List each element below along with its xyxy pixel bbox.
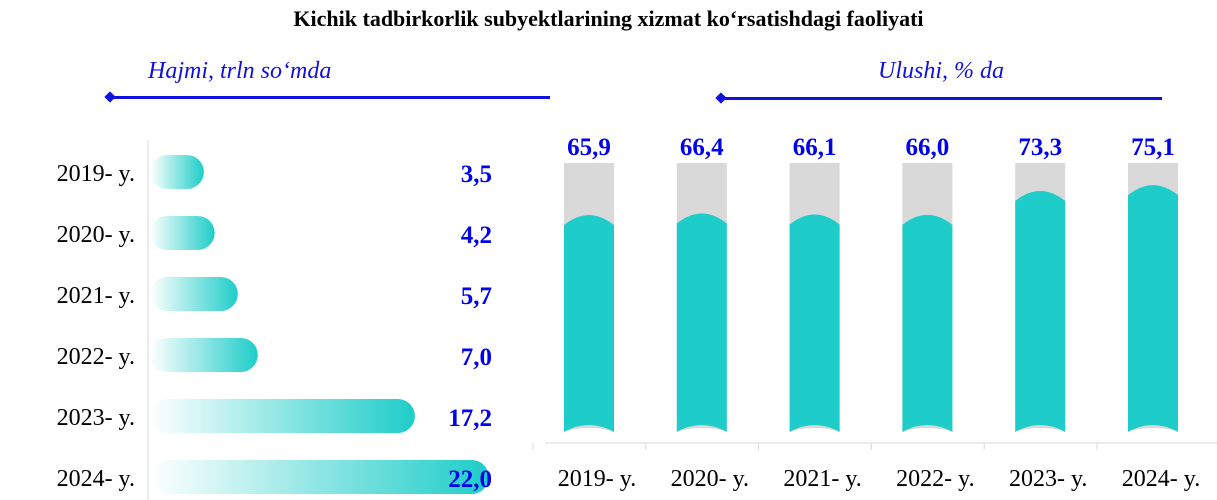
- category-label: 2019- y.: [57, 161, 135, 187]
- value-column: [789, 214, 840, 432]
- category-label: 2021- y.: [57, 283, 135, 309]
- value-label: 65,9: [567, 134, 611, 161]
- value-label: 22,0: [448, 466, 492, 493]
- category-label: 2023- y.: [1009, 466, 1087, 492]
- horizontal-bar: [150, 460, 489, 494]
- column-base-cutout: [789, 428, 840, 440]
- column-base-cutout: [564, 428, 614, 440]
- value-column: [902, 214, 953, 432]
- category-label: 2024- y.: [57, 466, 135, 492]
- value-label: 17,2: [448, 405, 492, 432]
- value-label: 66,1: [793, 134, 837, 161]
- horizontal-bar: [150, 338, 258, 372]
- value-label: 66,0: [906, 134, 950, 161]
- value-column: [1128, 185, 1178, 432]
- column-base-cutout: [1128, 428, 1178, 440]
- horizontal-bar: [150, 399, 415, 433]
- horizontal-bar: [150, 277, 238, 311]
- right-title-line: [722, 97, 1162, 100]
- value-label: 5,7: [461, 283, 492, 310]
- value-label: 75,1: [1131, 134, 1175, 161]
- category-label: 2020- y.: [671, 466, 749, 492]
- column-base-cutout: [1015, 428, 1066, 440]
- value-label: 66,4: [680, 134, 724, 161]
- category-label: 2022- y.: [57, 344, 135, 370]
- category-label: 2020- y.: [57, 222, 135, 248]
- category-label: 2019- y.: [558, 466, 636, 492]
- left-title-line: [110, 96, 550, 99]
- left-chart-title: Hajmi, trln so‘mda: [148, 58, 332, 84]
- value-column: [564, 215, 614, 432]
- category-label: 2021- y.: [783, 466, 861, 492]
- value-column: [676, 213, 727, 432]
- value-label: 73,3: [1018, 134, 1062, 161]
- horizontal-bar: [150, 216, 215, 250]
- category-label: 2022- y.: [896, 466, 974, 492]
- category-label: 2024- y.: [1122, 466, 1200, 492]
- column-base-cutout: [902, 428, 953, 440]
- right-chart-title: Ulushi, % da: [878, 58, 1004, 84]
- chart-title: Kichik tadbirkorlik subyektlarining xizm…: [293, 6, 924, 31]
- value-label: 7,0: [461, 344, 492, 371]
- horizontal-bar: [150, 155, 204, 189]
- column-base-cutout: [676, 428, 727, 440]
- value-label: 4,2: [461, 222, 492, 249]
- value-column: [1015, 191, 1066, 432]
- value-label: 3,5: [461, 161, 492, 188]
- category-label: 2023- y.: [57, 405, 135, 431]
